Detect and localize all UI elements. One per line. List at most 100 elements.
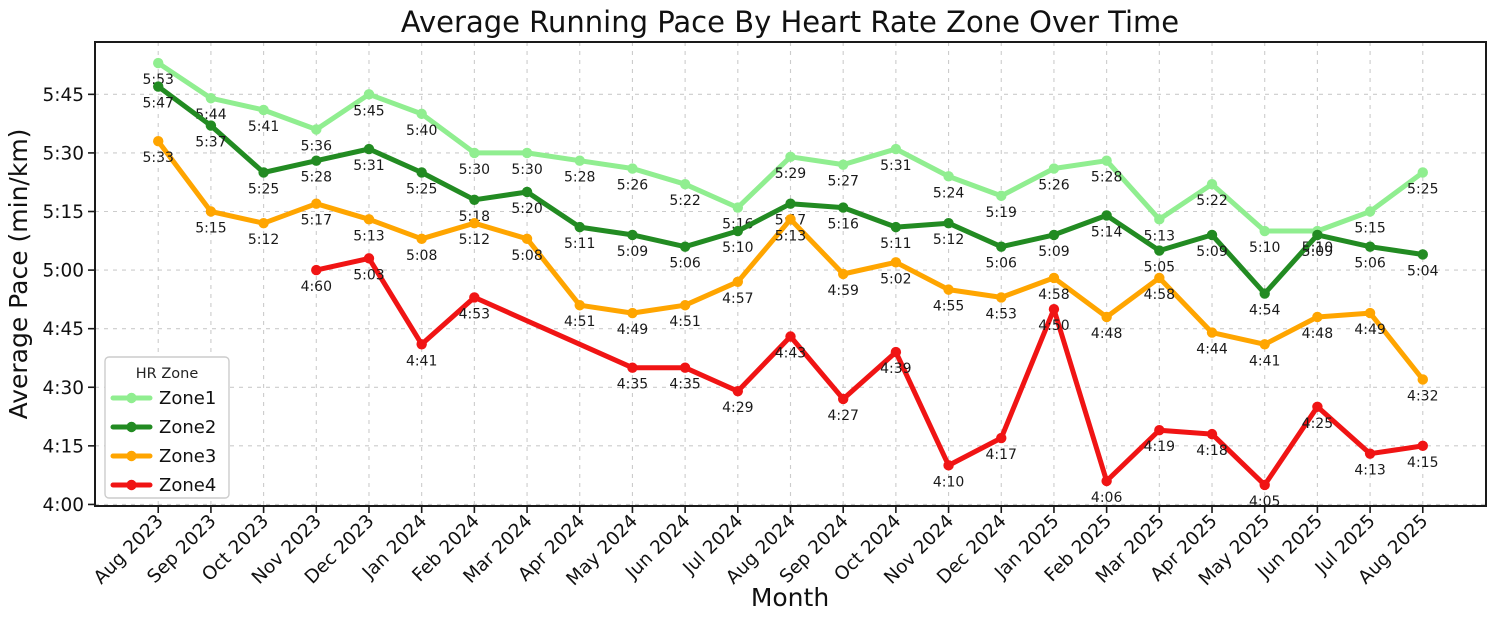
data-point-zone2 xyxy=(1101,210,1112,221)
data-point-zone3 xyxy=(416,233,427,245)
data-point-zone3 xyxy=(1048,272,1060,284)
point-label-zone4: 4:43 xyxy=(775,345,806,361)
data-point-zone2 xyxy=(1417,249,1428,260)
data-point-zone4 xyxy=(1364,448,1376,459)
point-label-zone3: 5:08 xyxy=(511,248,542,264)
data-point-zone4 xyxy=(996,432,1007,444)
data-point-zone3 xyxy=(311,198,322,209)
data-point-zone3 xyxy=(1101,311,1112,323)
data-point-zone3 xyxy=(1259,339,1270,350)
point-label-zone2: 5:12 xyxy=(933,232,964,248)
point-label-zone1: 5:31 xyxy=(880,158,911,174)
point-label-zone4: 4:25 xyxy=(1302,416,1333,432)
y-axis-label: Average Pace (min/km) xyxy=(4,129,33,420)
data-point-zone3 xyxy=(837,268,849,280)
data-point-zone4 xyxy=(469,292,480,303)
data-point-zone1 xyxy=(1417,167,1428,178)
data-point-zone1 xyxy=(732,202,744,213)
point-label-zone2: 5:09 xyxy=(617,244,648,260)
point-label-zone3: 5:02 xyxy=(880,271,911,287)
data-point-zone2 xyxy=(311,155,322,166)
point-label-zone1: 5:22 xyxy=(1196,193,1227,209)
data-point-zone2 xyxy=(1312,229,1323,241)
point-label-zone3: 4:55 xyxy=(933,299,964,315)
legend-swatch-marker-zone2 xyxy=(126,421,137,433)
point-label-zone4: 4:06 xyxy=(1091,490,1123,506)
point-label-zone2: 5:37 xyxy=(195,135,226,151)
data-point-zone1 xyxy=(311,124,322,135)
point-label-zone1: 5:19 xyxy=(986,205,1017,221)
y-tick-label: 4:30 xyxy=(42,378,84,399)
y-tick-label: 4:45 xyxy=(42,319,84,340)
data-point-zone3 xyxy=(153,136,164,147)
data-point-zone2 xyxy=(1364,241,1376,252)
data-point-zone3 xyxy=(469,218,480,229)
point-label-zone3: 5:08 xyxy=(406,248,437,264)
data-point-zone3 xyxy=(785,214,796,225)
chart-title: Average Running Pace By Heart Rate Zone … xyxy=(401,5,1179,39)
data-point-zone3 xyxy=(258,218,269,229)
data-point-zone2 xyxy=(1048,229,1060,241)
data-point-zone1 xyxy=(996,190,1007,202)
point-label-zone2: 5:20 xyxy=(511,201,542,217)
data-point-zone3 xyxy=(574,300,585,311)
point-label-zone2: 5:18 xyxy=(459,209,490,225)
data-point-zone3 xyxy=(732,276,744,288)
point-label-zone2: 5:09 xyxy=(1302,244,1333,260)
point-label-zone4: 4:15 xyxy=(1407,455,1438,471)
point-label-zone3: 4:49 xyxy=(617,322,648,338)
point-label-zone1: 5:27 xyxy=(827,174,858,190)
data-point-zone1 xyxy=(1154,214,1165,225)
point-label-zone1: 5:36 xyxy=(301,138,333,154)
point-label-zone3: 5:12 xyxy=(459,232,490,248)
point-label-zone2: 5:25 xyxy=(248,181,279,197)
point-label-zone3: 4:44 xyxy=(1196,342,1228,358)
data-point-zone3 xyxy=(996,292,1007,303)
data-point-zone4 xyxy=(416,339,427,350)
point-label-zone3: 5:13 xyxy=(353,228,384,244)
point-label-zone1: 5:24 xyxy=(933,185,965,201)
point-label-zone3: 4:49 xyxy=(1354,322,1385,338)
data-point-zone3 xyxy=(1417,374,1428,385)
y-tick-label: 4:15 xyxy=(42,436,84,457)
data-point-zone2 xyxy=(890,221,902,233)
data-point-zone1 xyxy=(1048,163,1060,174)
data-point-zone2 xyxy=(1206,229,1218,241)
point-label-zone4: 4:41 xyxy=(406,353,437,369)
point-label-zone2: 5:09 xyxy=(1196,244,1227,260)
point-label-zone4: 4:17 xyxy=(986,447,1017,463)
data-point-zone1 xyxy=(363,89,375,100)
data-point-zone3 xyxy=(205,206,217,217)
point-label-zone2: 5:06 xyxy=(986,256,1018,272)
data-point-zone3 xyxy=(679,300,691,311)
legend-label-zone4: Zone4 xyxy=(159,475,216,496)
legend-label-zone2: Zone2 xyxy=(159,417,216,438)
point-label-zone3: 4:53 xyxy=(986,306,1017,322)
data-point-zone1 xyxy=(1259,225,1270,237)
point-label-zone3: 4:51 xyxy=(669,314,700,330)
data-point-zone1 xyxy=(1101,155,1112,166)
point-label-zone4: 4:39 xyxy=(880,361,911,377)
point-label-zone2: 5:06 xyxy=(669,256,701,272)
point-label-zone1: 5:40 xyxy=(406,123,437,139)
y-tick-label: 4:00 xyxy=(42,495,84,516)
point-label-zone1: 5:30 xyxy=(511,162,542,178)
point-label-zone3: 4:59 xyxy=(827,283,858,299)
point-label-zone3: 4:57 xyxy=(722,291,753,307)
data-point-zone1 xyxy=(943,171,954,182)
point-label-zone1: 5:30 xyxy=(459,162,490,178)
data-point-zone4 xyxy=(627,362,638,373)
data-point-zone1 xyxy=(1206,178,1218,190)
point-label-zone1: 5:29 xyxy=(775,166,806,182)
point-label-zone2: 5:06 xyxy=(1354,256,1386,272)
point-label-zone2: 5:31 xyxy=(353,158,384,174)
data-point-zone2 xyxy=(521,186,533,198)
point-label-zone4: 4:13 xyxy=(1354,463,1385,479)
data-point-zone1 xyxy=(1364,206,1376,217)
point-label-zone3: 4:32 xyxy=(1407,388,1438,404)
data-point-zone3 xyxy=(1312,311,1323,323)
point-label-zone1: 5:26 xyxy=(1038,178,1070,194)
point-label-zone1: 5:15 xyxy=(1354,221,1385,237)
